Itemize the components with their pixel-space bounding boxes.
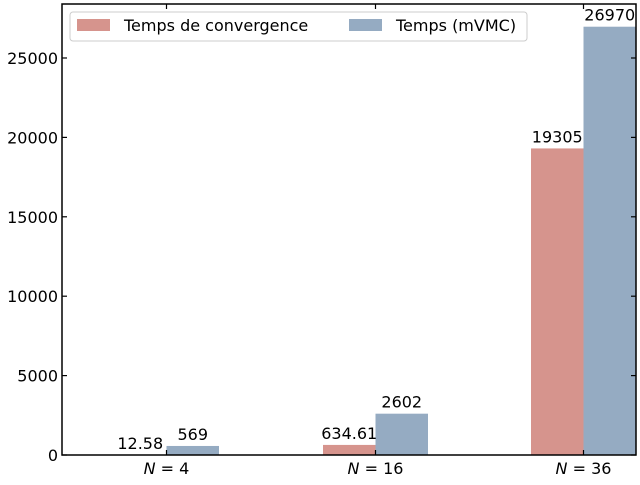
bar-series1-3 bbox=[531, 148, 584, 455]
bar-series2-1 bbox=[167, 446, 220, 455]
legend-label-series1: Temps de convergence bbox=[123, 16, 308, 35]
bars-group bbox=[114, 27, 636, 455]
y-tick-label: 15000 bbox=[7, 208, 58, 227]
bar-series2-2 bbox=[376, 414, 429, 455]
data-label-series2-2: 2602 bbox=[381, 393, 422, 412]
legend-swatch-series2 bbox=[349, 19, 382, 31]
y-tick-label: 25000 bbox=[7, 49, 58, 68]
data-label-series2-1: 569 bbox=[177, 425, 208, 444]
y-tick-label: 20000 bbox=[7, 128, 58, 147]
legend-label-series2: Temps (mVMC) bbox=[395, 16, 516, 35]
legend-swatch-series1 bbox=[77, 19, 110, 31]
y-tick-label: 0 bbox=[48, 446, 58, 465]
x-tick-label: N = 36 bbox=[556, 459, 612, 478]
bar-series2-3 bbox=[584, 27, 637, 455]
data-label-series1-3: 19305 bbox=[532, 127, 583, 146]
data-label-series1-2: 634.61 bbox=[321, 424, 377, 443]
x-tick-label: N = 16 bbox=[348, 459, 404, 478]
bar-series1-2 bbox=[323, 445, 376, 455]
data-label-series2-3: 26970 bbox=[584, 6, 635, 25]
data-label-series1-1: 12.58 bbox=[117, 434, 163, 453]
y-tick-label: 10000 bbox=[7, 287, 58, 306]
legend: Temps de convergence Temps (mVMC) bbox=[70, 12, 527, 41]
x-tick-label: N = 4 bbox=[144, 459, 190, 478]
y-tick-label: 5000 bbox=[17, 367, 58, 386]
